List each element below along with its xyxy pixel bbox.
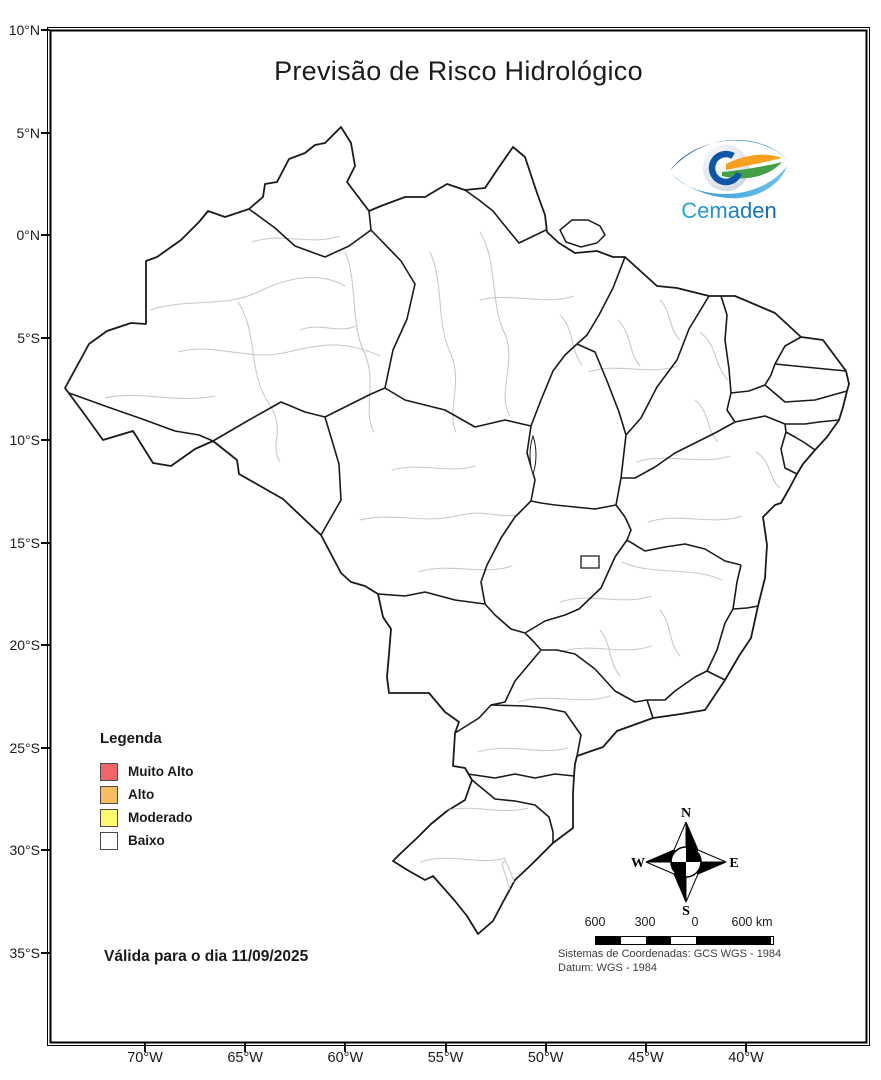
brazil-outline — [64, 126, 850, 935]
lon-tick-label: 60°W — [327, 1050, 364, 1066]
lat-tick — [41, 644, 50, 646]
legend-swatch — [100, 762, 118, 781]
legend-item: Moderado — [100, 806, 193, 829]
outer-neatline — [47, 27, 870, 1046]
scale-bar-number: 600 km — [731, 915, 773, 929]
lat-tick — [41, 849, 50, 851]
lon-tick-label: 45°W — [628, 1050, 664, 1066]
legend-label: Muito Alto — [128, 764, 194, 779]
legend-swatch — [100, 808, 118, 827]
legend-item: Muito Alto — [100, 760, 193, 783]
compass-e-label: E — [729, 856, 738, 871]
lon-tick-label: 70°W — [127, 1050, 163, 1066]
lon-tick — [745, 1043, 748, 1052]
scale-bar-graphic — [595, 936, 774, 945]
lat-tick-label: 35°S — [9, 944, 40, 961]
legend-box: Legenda Muito Alto Alto Moderado Baixo — [100, 730, 193, 852]
compass-s-label: S — [682, 904, 690, 918]
lon-tick-label: 55°W — [427, 1050, 464, 1066]
legend-item: Baixo — [100, 829, 193, 852]
legend-label: Alto — [128, 787, 155, 802]
scale-bar: 600 300 0 600 km — [585, 915, 785, 947]
lon-tick — [644, 1043, 647, 1052]
lat-tick — [41, 29, 50, 31]
legend-label: Moderado — [128, 810, 193, 825]
lon-tick — [244, 1043, 247, 1052]
lon-tick — [544, 1043, 547, 1052]
compass-n-label: N — [681, 806, 691, 821]
projection-line2: Datum: WGS - 1984 — [558, 961, 658, 974]
validity-note: Válida para o dia 11/09/2025 — [104, 948, 309, 965]
lat-tick — [41, 336, 50, 339]
lat-tick-label: 30°S — [9, 842, 40, 858]
compass-w-label: W — [631, 856, 645, 871]
scale-bar-number: 300 — [634, 915, 656, 929]
lon-tick-label: 65°W — [227, 1050, 263, 1066]
cemaden-logo: Cemaden — [664, 126, 796, 223]
lat-tick-label: 25°S — [9, 739, 40, 756]
lon-tick-label: 50°W — [527, 1050, 564, 1066]
scale-bar-number: 600 — [584, 915, 606, 929]
lat-tick-label: 5°S — [17, 329, 40, 346]
lon-tick-label: 40°W — [728, 1050, 764, 1066]
lon-tick — [144, 1043, 146, 1052]
legend-label: Baixo — [128, 833, 165, 848]
bananal-island — [529, 434, 537, 476]
cemaden-eye-icon: Cemaden — [670, 140, 788, 223]
legend-title: Legenda — [100, 730, 162, 747]
lat-tick — [41, 439, 50, 441]
page-title: Previsão de Risco Hidrológico — [274, 56, 643, 86]
legend-swatch — [100, 831, 118, 850]
lon-tick — [444, 1043, 447, 1052]
basin-boundaries — [104, 231, 781, 904]
legend-items: Muito Alto Alto Moderado Baixo — [100, 760, 193, 852]
df-border — [580, 555, 600, 569]
lat-tick — [41, 746, 50, 749]
lat-tick-label: 5°N — [16, 124, 41, 141]
projection-note: Sistemas de Coordenadas: GCS WGS - 1984 … — [558, 948, 781, 975]
legend-item: Alto — [100, 783, 193, 806]
legend-swatch — [100, 785, 118, 804]
lat-tick-label: 10°S — [9, 432, 40, 448]
marajo-island — [559, 219, 606, 248]
cemaden-wordmark: Cemaden — [681, 198, 776, 222]
lat-tick-label: 0°N — [16, 227, 41, 243]
lon-tick — [344, 1043, 347, 1052]
lat-tick — [41, 234, 50, 236]
lat-tick-label: 10°N — [8, 22, 40, 38]
lat-tick — [41, 951, 50, 954]
lat-tick — [41, 541, 50, 544]
lat-tick-label: 20°S — [9, 637, 40, 653]
lat-tick — [41, 131, 50, 134]
lat-tick-label: 15°S — [9, 534, 40, 551]
projection-line1: Sistemas de Coordenadas: GCS WGS - 1984 — [558, 948, 782, 960]
scale-bar-number: 0 — [691, 915, 699, 929]
compass-rose-icon: N S W E — [630, 806, 742, 919]
